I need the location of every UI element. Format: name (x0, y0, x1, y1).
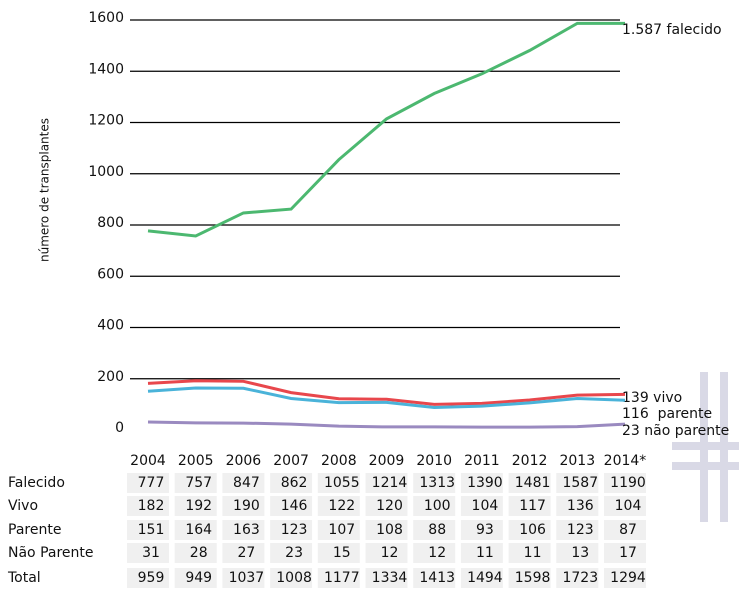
series-line (148, 422, 625, 427)
table-cell-value: 1055 (324, 475, 360, 491)
table-cell-value: 104 (472, 498, 499, 514)
table-cell-value: 11 (524, 545, 542, 561)
y-tick-label: 0 (115, 420, 124, 436)
x-tick-label: 2009 (369, 453, 405, 469)
y-tick-label: 1400 (88, 61, 124, 77)
table-cell-value: 163 (233, 522, 260, 538)
table-cell-value: 11 (476, 545, 494, 561)
table-cell-value: 1334 (372, 570, 408, 586)
y-tick-label: 1200 (88, 113, 124, 129)
table-cell-value: 1390 (467, 475, 503, 491)
table-cell-value: 1177 (324, 570, 360, 586)
table-cell-value: 959 (138, 570, 165, 586)
table-cell-value: 107 (328, 522, 355, 538)
table-cell-value: 108 (376, 522, 403, 538)
y-tick-label: 800 (97, 215, 124, 231)
table-cell-value: 31 (142, 545, 160, 561)
table-cell-value: 1313 (419, 475, 455, 491)
table-cell-value: 1723 (562, 570, 598, 586)
table-row-label: Vivo (8, 498, 38, 514)
table-cell-value: 1214 (372, 475, 408, 491)
table-cell-value: 23 (285, 545, 303, 561)
table-cell-value: 1037 (229, 570, 265, 586)
x-tick-label: 2012 (512, 453, 548, 469)
table-cell-value: 100 (424, 498, 451, 514)
table-cell-value: 1008 (276, 570, 312, 586)
table-row-label: Não Parente (8, 545, 94, 561)
table-cell-value: 190 (233, 498, 260, 514)
table-cell-value: 87 (619, 522, 637, 538)
table-cell-value: 1294 (610, 570, 646, 586)
table-cell-value: 862 (281, 475, 308, 491)
table-cell-value: 12 (428, 545, 446, 561)
table-cell-value: 104 (615, 498, 642, 514)
table-cell-value: 777 (138, 475, 165, 491)
x-tick-label: 2007 (273, 453, 309, 469)
table-cell-value: 123 (281, 522, 308, 538)
table-cell-value: 28 (190, 545, 208, 561)
table-cell-value: 88 (428, 522, 446, 538)
chart: número de transplantes 0 200 400 600 800 1000… (0, 0, 739, 589)
table-cell-value: 949 (185, 570, 212, 586)
table-cell-value: 117 (519, 498, 546, 514)
y-tick-label: 1600 (88, 10, 124, 26)
table-cell-value: 1598 (515, 570, 551, 586)
table-cell-value: 93 (476, 522, 494, 538)
x-tick-label: 2014* (604, 453, 647, 469)
table-cell-value: 1413 (419, 570, 455, 586)
table-cell-value: 164 (185, 522, 212, 538)
table-cell-value: 192 (185, 498, 212, 514)
series-end-label: 139 vivo (622, 390, 682, 406)
table-cell-value: 182 (138, 498, 165, 514)
y-axis-label: número de transplantes (38, 118, 52, 262)
x-tick-label: 2013 (559, 453, 595, 469)
table-cell-value: 1587 (562, 475, 598, 491)
table-row-label: Parente (8, 522, 61, 538)
table-cell-value: 12 (381, 545, 399, 561)
y-tick-label: 400 (97, 318, 124, 334)
x-tick-label: 2008 (321, 453, 357, 469)
table-cell-value: 1190 (610, 475, 646, 491)
table-cell-value: 1494 (467, 570, 503, 586)
x-tick-label: 2010 (416, 453, 452, 469)
table-cell-value: 151 (138, 522, 165, 538)
table-cell-value: 123 (567, 522, 594, 538)
table-cell-value: 847 (233, 475, 260, 491)
table-cell-value: 13 (571, 545, 589, 561)
table-cell-value: 122 (328, 498, 355, 514)
series-line (148, 23, 625, 236)
table-row-label: Falecido (8, 475, 65, 491)
table-cell-value: 757 (185, 475, 212, 491)
table-cell-value: 120 (376, 498, 403, 514)
x-tick-label: 2011 (464, 453, 500, 469)
x-tick-label: 2004 (130, 453, 166, 469)
series-end-label: 1.587 falecido (622, 22, 722, 38)
table-cell-value: 1481 (515, 475, 551, 491)
series-end-label: 23 não parente (622, 423, 729, 439)
table-cell-value: 106 (519, 522, 546, 538)
table-cell-value: 17 (619, 545, 637, 561)
y-tick-label: 1000 (88, 164, 124, 180)
series-end-label: 116 parente (622, 406, 712, 422)
x-tick-label: 2006 (226, 453, 262, 469)
x-tick-label: 2005 (178, 453, 214, 469)
table-cell-value: 15 (333, 545, 351, 561)
y-tick-label: 200 (97, 369, 124, 385)
y-tick-label: 600 (97, 266, 124, 282)
table-row-label: Total (7, 570, 41, 586)
table-cell-value: 27 (237, 545, 255, 561)
table-cell-value: 136 (567, 498, 594, 514)
table-cell-value: 146 (281, 498, 308, 514)
